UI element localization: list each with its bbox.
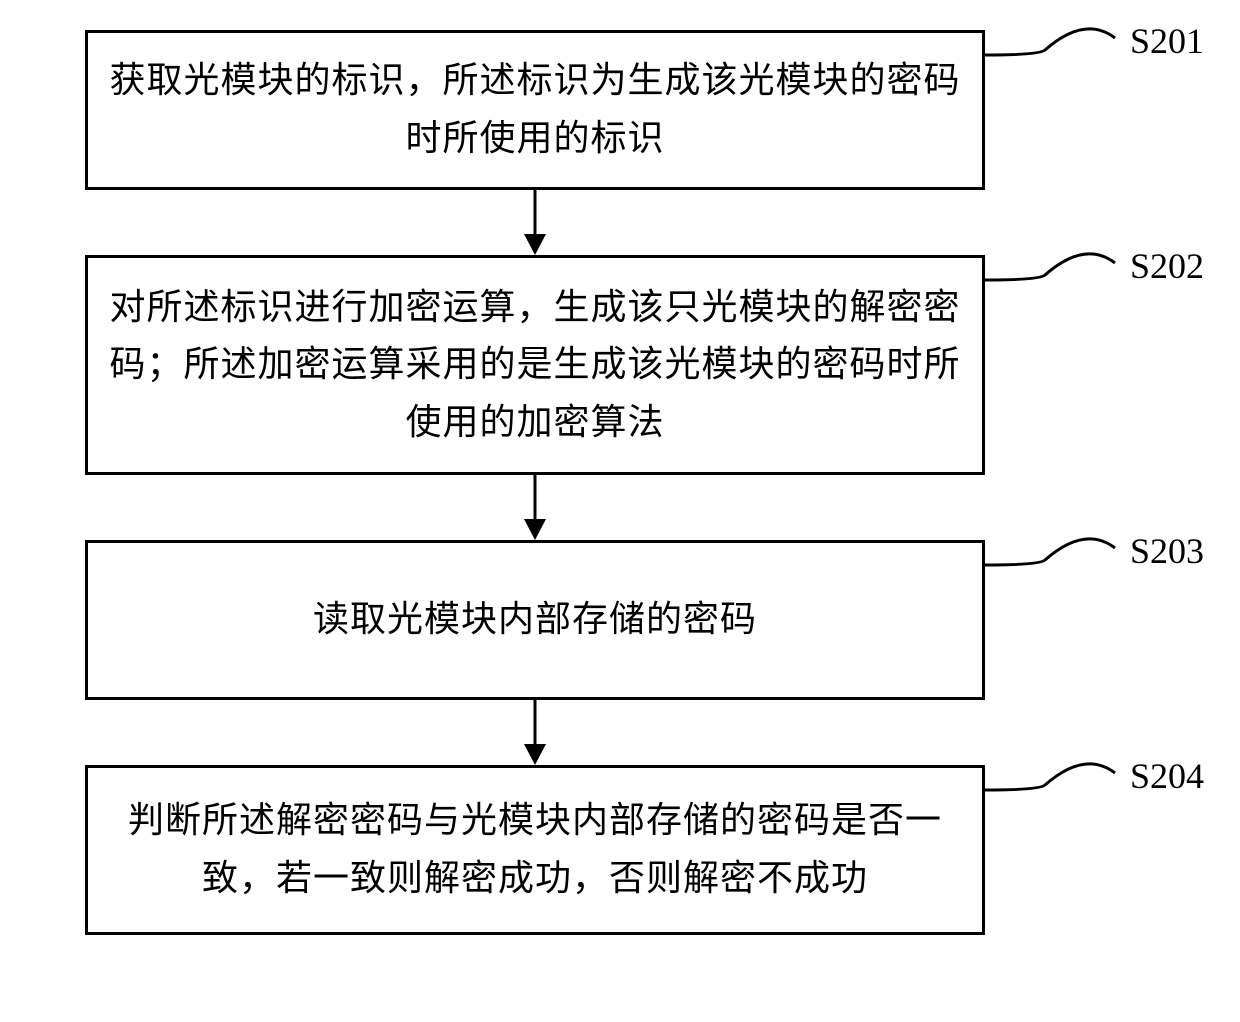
arrow-2: [517, 475, 553, 540]
step-text-s201: 获取光模块的标识，所述标识为生成该光模块的密码时所使用的标识: [108, 52, 962, 167]
step-label-s203: S203: [1130, 530, 1204, 572]
arrow-1: [517, 190, 553, 255]
callout-s204: [985, 755, 1130, 815]
callout-s203: [985, 530, 1130, 590]
step-text-s204: 判断所述解密密码与光模块内部存储的密码是否一致，若一致则解密成功，否则解密不成功: [108, 792, 962, 907]
step-text-s202: 对所述标识进行加密运算，生成该只光模块的解密密码；所述加密运算采用的是生成该光模…: [108, 279, 962, 452]
step-label-s204: S204: [1130, 755, 1204, 797]
arrow-3: [517, 700, 553, 765]
step-label-s202: S202: [1130, 245, 1204, 287]
step-box-s203: 读取光模块内部存储的密码: [85, 540, 985, 700]
callout-s202: [985, 245, 1130, 305]
step-box-s204: 判断所述解密密码与光模块内部存储的密码是否一致，若一致则解密成功，否则解密不成功: [85, 765, 985, 935]
flowchart-container: 获取光模块的标识，所述标识为生成该光模块的密码时所使用的标识 S201 对所述标…: [0, 0, 1240, 1022]
step-label-s201: S201: [1130, 20, 1204, 62]
step-text-s203: 读取光模块内部存储的密码: [313, 591, 757, 649]
step-box-s202: 对所述标识进行加密运算，生成该只光模块的解密密码；所述加密运算采用的是生成该光模…: [85, 255, 985, 475]
step-box-s201: 获取光模块的标识，所述标识为生成该光模块的密码时所使用的标识: [85, 30, 985, 190]
callout-s201: [985, 20, 1130, 80]
